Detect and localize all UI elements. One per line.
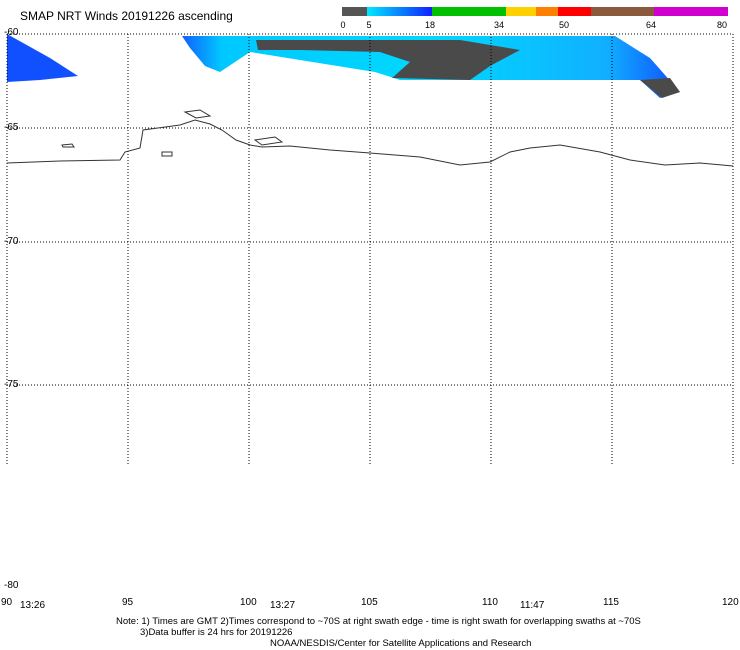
graticule bbox=[6, 33, 734, 465]
lat-label: -70 bbox=[4, 236, 19, 247]
credit-line: NOAA/NESDIS/Center for Satellite Applica… bbox=[270, 638, 532, 649]
swath-time: 13:27 bbox=[270, 600, 296, 611]
lon-label: 100 bbox=[240, 597, 257, 608]
colorbar-label: 34 bbox=[493, 20, 505, 30]
lon-label: 120 bbox=[722, 597, 739, 608]
colorbar-seg bbox=[367, 7, 432, 16]
colorbar-label: 50 bbox=[558, 20, 570, 30]
lat-label: -60 bbox=[4, 27, 19, 38]
colorbar-seg bbox=[654, 7, 728, 16]
colorbar-seg bbox=[342, 7, 367, 16]
wind-swath bbox=[7, 34, 680, 98]
colorbar-label: 18 bbox=[424, 20, 436, 30]
colorbar-seg bbox=[591, 7, 654, 16]
lon-label: 110 bbox=[482, 597, 498, 608]
colorbar-label: 5 bbox=[366, 20, 372, 30]
colorbar-label: 80 bbox=[716, 20, 728, 30]
colorbar-seg bbox=[432, 7, 506, 16]
colorbar-label: 0 bbox=[340, 20, 346, 30]
lon-label: 90 bbox=[1, 597, 13, 608]
swath-time: 11:47 bbox=[520, 600, 545, 611]
swath-time: 13:26 bbox=[20, 600, 46, 611]
colorbar-seg bbox=[536, 7, 558, 16]
colorbar-seg bbox=[506, 7, 536, 16]
coastline bbox=[6, 109, 734, 167]
land-ice bbox=[256, 40, 520, 80]
lat-label: -75 bbox=[4, 379, 19, 390]
lon-label: 95 bbox=[122, 597, 134, 608]
land-ice-right bbox=[640, 78, 680, 98]
swath-left bbox=[7, 34, 78, 82]
colorbar-seg bbox=[558, 7, 591, 16]
lat-label: -80 bbox=[4, 580, 19, 591]
lon-label: 115 bbox=[603, 597, 619, 608]
colorbar-label: 64 bbox=[645, 20, 657, 30]
note-line: 3)Data buffer is 24 hrs for 20191226 bbox=[140, 627, 293, 638]
lat-label: -65 bbox=[4, 122, 19, 133]
map-title: SMAP NRT Winds 20191226 ascending bbox=[20, 9, 233, 23]
note-line: Note: 1) Times are GMT 2)Times correspon… bbox=[116, 616, 641, 627]
lon-label: 105 bbox=[361, 597, 378, 608]
colorbar bbox=[342, 7, 728, 16]
